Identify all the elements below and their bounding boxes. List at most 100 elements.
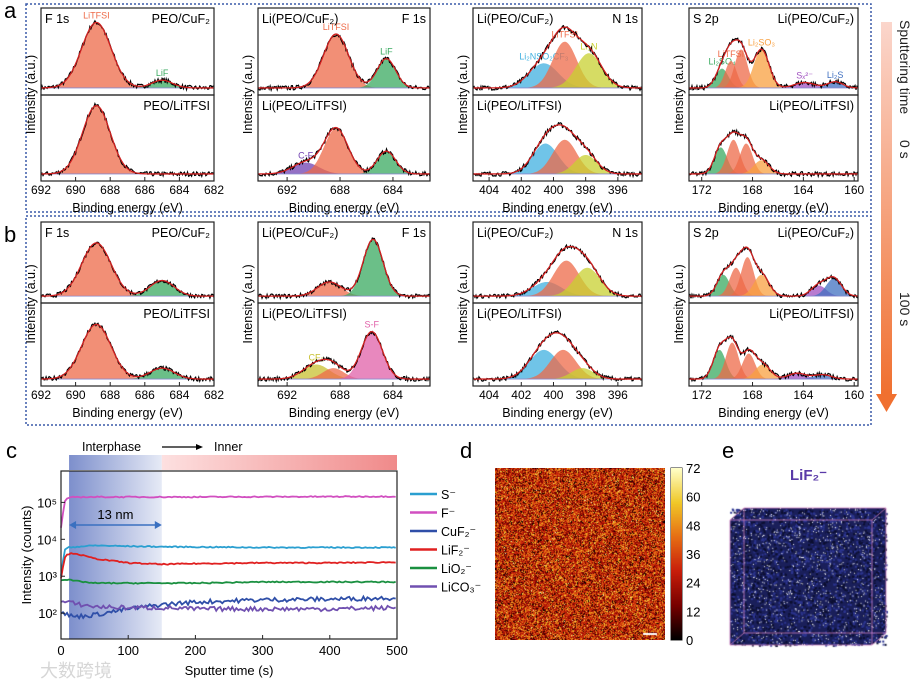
fit-envelope-line: [258, 33, 431, 89]
peak-label: LiF: [380, 47, 393, 57]
xps-plot-a-1: LiTFSI LiF F 1s PEO/CuF₂ PEO/LiTFSI 692 690 688…: [24, 7, 224, 215]
x-tick-label: 100: [117, 643, 139, 658]
panel-letter-a: a: [4, 0, 17, 23]
subplot-label-left: F 1s: [45, 12, 69, 26]
sputter-arrow-start: Sputtering time: [897, 20, 913, 114]
fitted-peak: [258, 58, 430, 88]
colorbar-tick-label: 12: [686, 604, 700, 619]
fitted-peak: [41, 242, 214, 297]
peak-label: CF₂: [308, 352, 324, 362]
x-tick-label: 172: [692, 388, 712, 402]
fitted-peak: [258, 151, 430, 174]
colorbar-tick-label: 60: [686, 490, 700, 505]
sputter-arrow-head: [876, 394, 897, 412]
fit-envelope-line: [688, 39, 859, 89]
x-tick-label: 690: [66, 183, 86, 197]
panel-b-border: [25, 215, 872, 426]
fitted-peak: [689, 342, 858, 380]
x-tick-label: 682: [204, 183, 224, 197]
panel-letter-c: c: [6, 438, 17, 463]
banner-inner: [161, 455, 397, 470]
y-tick-label: 10⁴: [37, 532, 57, 547]
subplot-label-right: PEO/CuF₂: [152, 12, 210, 26]
panel-a-border: [25, 3, 872, 213]
fitted-peak: [689, 278, 858, 297]
x-tick-label: 160: [844, 388, 864, 402]
sputter-arrow: Sputtering time 0 s 100 s: [876, 20, 913, 412]
subplot-label-left: Li(PEO/LiTFSI): [477, 307, 562, 321]
subplot-label-left: F 1s: [45, 226, 69, 240]
x-axis-label: Binding energy (eV): [72, 406, 182, 420]
x-tick-label: 164: [793, 388, 813, 402]
fit-envelope-line: [258, 238, 430, 297]
peak-label: C-F: [298, 151, 313, 161]
subplot-label-left: Li(PEO/CuF₂): [477, 226, 553, 240]
y-tick-label: 10³: [38, 569, 57, 584]
fitted-peak: [473, 41, 642, 88]
colorbar-tick-label: 24: [686, 576, 700, 591]
legend-label: CuF₂⁻: [441, 525, 476, 539]
x-tick-label: 164: [793, 183, 813, 197]
fitted-peak: [689, 267, 858, 297]
dimension-arrow-head-right: [154, 521, 162, 529]
subplot-label-right: F 1s: [402, 12, 426, 26]
series-line-3: [60, 552, 396, 579]
fitted-peak: [258, 364, 430, 380]
subplot-frame: [257, 302, 431, 387]
x-axis-label: Binding energy (eV): [289, 201, 399, 215]
subplot-frame: [688, 94, 859, 182]
peak-label: S-F: [365, 320, 380, 330]
y-tick-label: 10⁵: [37, 495, 57, 510]
fitted-peak: [41, 22, 214, 88]
fitted-peak: [473, 139, 642, 174]
peak-label: LiTFSI: [83, 10, 110, 20]
fit-envelope-line: [473, 26, 643, 89]
banner-interphase: [69, 455, 162, 470]
subplot-label-left: Li(PEO/LiTFSI): [477, 99, 562, 113]
x-tick-label: 400: [543, 388, 563, 402]
legend-label: LiO₂⁻: [441, 562, 472, 576]
3d-render-label: LiF₂⁻: [790, 467, 827, 484]
fitted-peak: [473, 368, 642, 380]
xps-plot-b-2: Li(PEO/CuF₂) F 1s CF₂ S-F Li(PEO/LiTFSI) 692 6…: [241, 221, 431, 420]
x-tick-label: 172: [692, 183, 712, 197]
fitted-peak: [689, 81, 858, 88]
fit-envelope-line: [258, 331, 430, 380]
fitted-peak: [689, 82, 858, 88]
subplot-label-right: N 1s: [612, 12, 638, 26]
series-line-2: [60, 594, 396, 620]
fitted-peak: [473, 154, 642, 174]
fit-envelope-line: [40, 242, 214, 297]
x-tick-label: 688: [100, 388, 120, 402]
x-tick-label: 396: [608, 388, 628, 402]
sputter-arrow-start-label: 0 s: [897, 140, 913, 159]
peak-label: LiTFSI: [323, 22, 350, 32]
xps-plot-b-4: S 2p Li(PEO/CuF₂) Li(PEO/LiTFSI) 172 168 164 1…: [672, 221, 865, 420]
xps-plot-a-2: LiTFSI LiF Li(PEO/CuF₂) F 1s C-F Li(PEO/LiTFS…: [241, 7, 431, 215]
peak-label: LiTFSI: [551, 30, 578, 40]
subplot-frame: [472, 302, 643, 387]
x-tick-label: 402: [511, 183, 531, 197]
fit-envelope-line: [473, 245, 643, 297]
subplot-label-right: PEO/LiTFSI: [143, 307, 210, 321]
x-tick-label: 396: [608, 183, 628, 197]
peak-label: Li₂S: [827, 70, 844, 80]
x-axis-label: Binding energy (eV): [289, 406, 399, 420]
x-tick-label: 398: [576, 183, 596, 197]
series-line-5: [60, 599, 397, 613]
legend-label: F⁻: [441, 507, 455, 521]
fitted-peak: [689, 139, 858, 174]
fitted-peak: [41, 80, 214, 88]
y-axis-label: Intensity (a.u.): [241, 264, 255, 343]
y-axis-label: Intensity (a.u.): [456, 264, 470, 343]
raw-data-line: [40, 101, 215, 179]
panel-letter-b: b: [4, 222, 16, 247]
fitted-peak: [258, 281, 430, 297]
x-axis-label: Binding energy (eV): [502, 406, 612, 420]
heatmap-colorbar: [671, 468, 682, 640]
subplot-label-left: Li(PEO/LiTFSI): [262, 307, 347, 321]
x-axis-label: Sputter time (s): [185, 663, 274, 678]
